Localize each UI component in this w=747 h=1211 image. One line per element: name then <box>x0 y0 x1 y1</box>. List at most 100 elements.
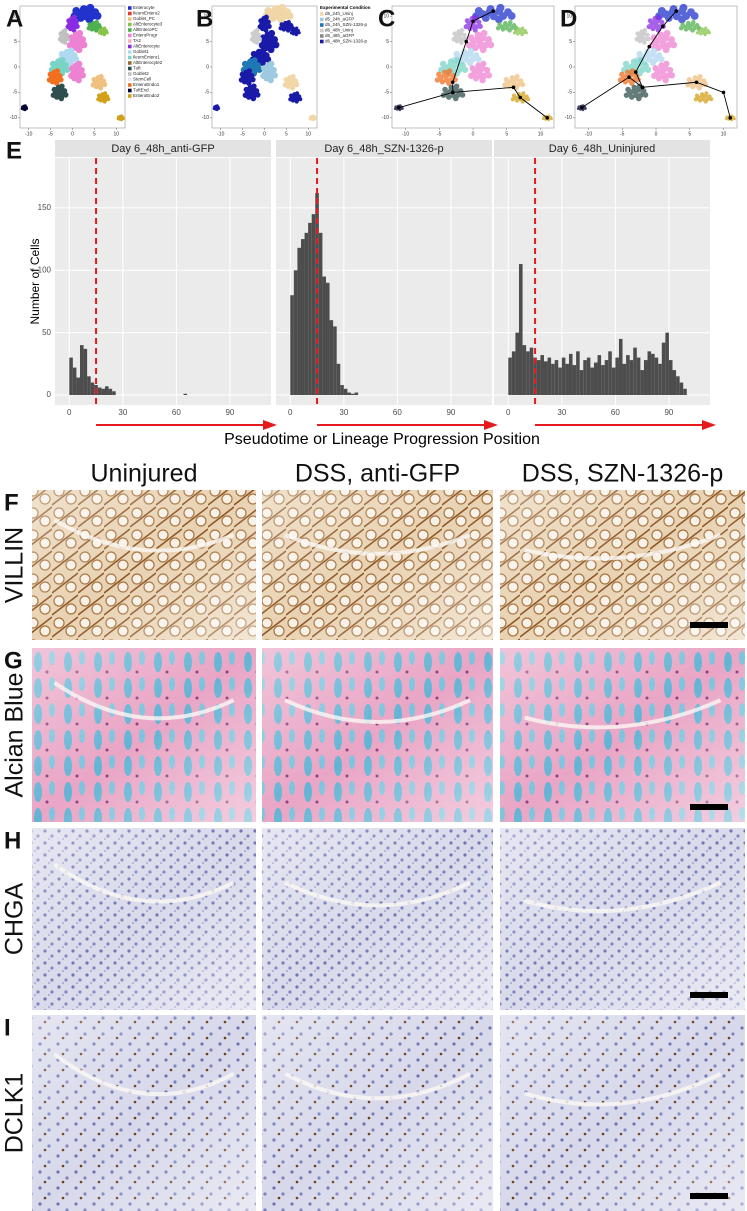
cell-dot <box>78 66 85 74</box>
histogram-bar <box>311 214 316 396</box>
cell-dot <box>696 28 701 32</box>
cell-dot <box>241 60 249 68</box>
cell-dot <box>652 16 658 22</box>
cell-dot <box>401 107 404 110</box>
x-tick-label: 0 <box>472 131 475 137</box>
x-tick-label: 5 <box>93 131 96 137</box>
cell-dot <box>58 95 65 102</box>
cell-dot <box>277 15 286 24</box>
histogram-bar <box>547 357 552 396</box>
arrow-head <box>263 420 277 430</box>
cell-dot <box>487 41 495 49</box>
cell-dot <box>658 62 665 69</box>
cell-dot <box>294 81 300 88</box>
cell-dot <box>102 99 107 104</box>
histogram-bar <box>83 348 88 396</box>
cell-cluster <box>434 68 458 86</box>
cell-cluster <box>257 14 272 33</box>
cell-dot <box>434 77 441 83</box>
column-header: DSS, anti-GFP <box>295 460 460 488</box>
tissue-lumen <box>523 698 722 730</box>
tissue-lumen <box>284 533 471 556</box>
tissue-lumen <box>53 1052 235 1097</box>
tissue-lumen <box>523 880 722 913</box>
cell-cluster <box>623 83 649 102</box>
trajectory <box>452 86 548 119</box>
histogram-bar <box>668 360 673 396</box>
cell-dot <box>664 13 673 22</box>
cell-dot <box>289 93 294 98</box>
cell-dot <box>496 3 505 12</box>
y-tick-label: 100 <box>38 265 52 274</box>
x-tick-label: 10 <box>113 131 119 137</box>
legend-label: EnteroEndo1 <box>133 82 160 87</box>
cell-cluster <box>90 73 108 91</box>
histogram-bar <box>343 388 348 396</box>
cell-dot <box>647 18 653 24</box>
cell-dot <box>650 26 656 32</box>
histogram-bar <box>629 360 634 396</box>
cell-dot <box>704 26 708 30</box>
cell-dot <box>98 73 104 80</box>
cell-dot <box>86 3 95 12</box>
histogram-bar <box>626 355 630 396</box>
tissue-lumen <box>53 681 235 721</box>
cell-dot <box>659 19 665 25</box>
x-tick-label: 30 <box>118 408 127 417</box>
cell-dot <box>441 69 448 75</box>
cell-dot <box>623 92 630 98</box>
cell-dot <box>644 66 652 73</box>
cell-dot <box>76 60 83 67</box>
cell-dot <box>650 47 658 54</box>
y-axis-label: Number of Cells <box>28 238 42 324</box>
cell-cluster <box>66 29 88 54</box>
histogram-bar <box>665 332 669 396</box>
panel-letter: B <box>196 5 213 32</box>
row-label: DCLK1 <box>1 1073 29 1154</box>
histogram-bar <box>76 377 80 396</box>
cell-dot <box>516 32 520 36</box>
histogram-bar <box>522 345 527 396</box>
cell-dot <box>80 41 88 49</box>
legend-swatch <box>320 28 324 33</box>
trajectory-node <box>627 75 631 79</box>
cell-dot <box>93 11 102 20</box>
cell-dot <box>57 37 63 42</box>
histogram-bar <box>308 222 312 396</box>
cell-dot <box>503 20 508 26</box>
scale-bar <box>690 1193 728 1199</box>
cell-cluster <box>451 28 468 45</box>
column-header: DSS, SZN-1326-p <box>522 460 723 488</box>
cell-dot <box>462 32 467 38</box>
cell-dot <box>271 72 278 79</box>
cell-dot <box>242 92 249 98</box>
x-tick-label: 0 <box>67 408 72 417</box>
cell-cluster <box>65 14 80 33</box>
x-tick-label: 5 <box>688 131 691 137</box>
cell-dot <box>507 83 513 90</box>
histogram-bar <box>72 367 77 396</box>
cell-dot <box>63 28 68 33</box>
cell-dot <box>79 36 87 43</box>
cell-dot <box>448 84 455 91</box>
x-tick-label: -10 <box>402 131 409 137</box>
cell-dot <box>96 97 101 102</box>
panel-letter: D <box>560 5 577 32</box>
cell-dot <box>466 59 474 67</box>
cell-dot <box>76 13 85 22</box>
legend-label: Enterocyte <box>133 5 155 10</box>
cell-dot <box>699 32 703 36</box>
cell-dot <box>629 80 635 86</box>
cell-dot <box>700 27 704 31</box>
histogram-bar <box>508 357 512 396</box>
histogram-bar <box>561 357 566 396</box>
legend-label: d5_24h_Uninj <box>325 11 353 16</box>
micrograph-shade <box>32 1015 256 1211</box>
cell-dot <box>288 97 293 102</box>
cell-dot <box>103 91 108 96</box>
cell-dot <box>642 40 647 45</box>
cell-dot <box>622 60 630 68</box>
cell-cluster <box>512 26 528 37</box>
x-tick-label: 30 <box>557 408 566 417</box>
histogram-bar <box>533 357 537 396</box>
